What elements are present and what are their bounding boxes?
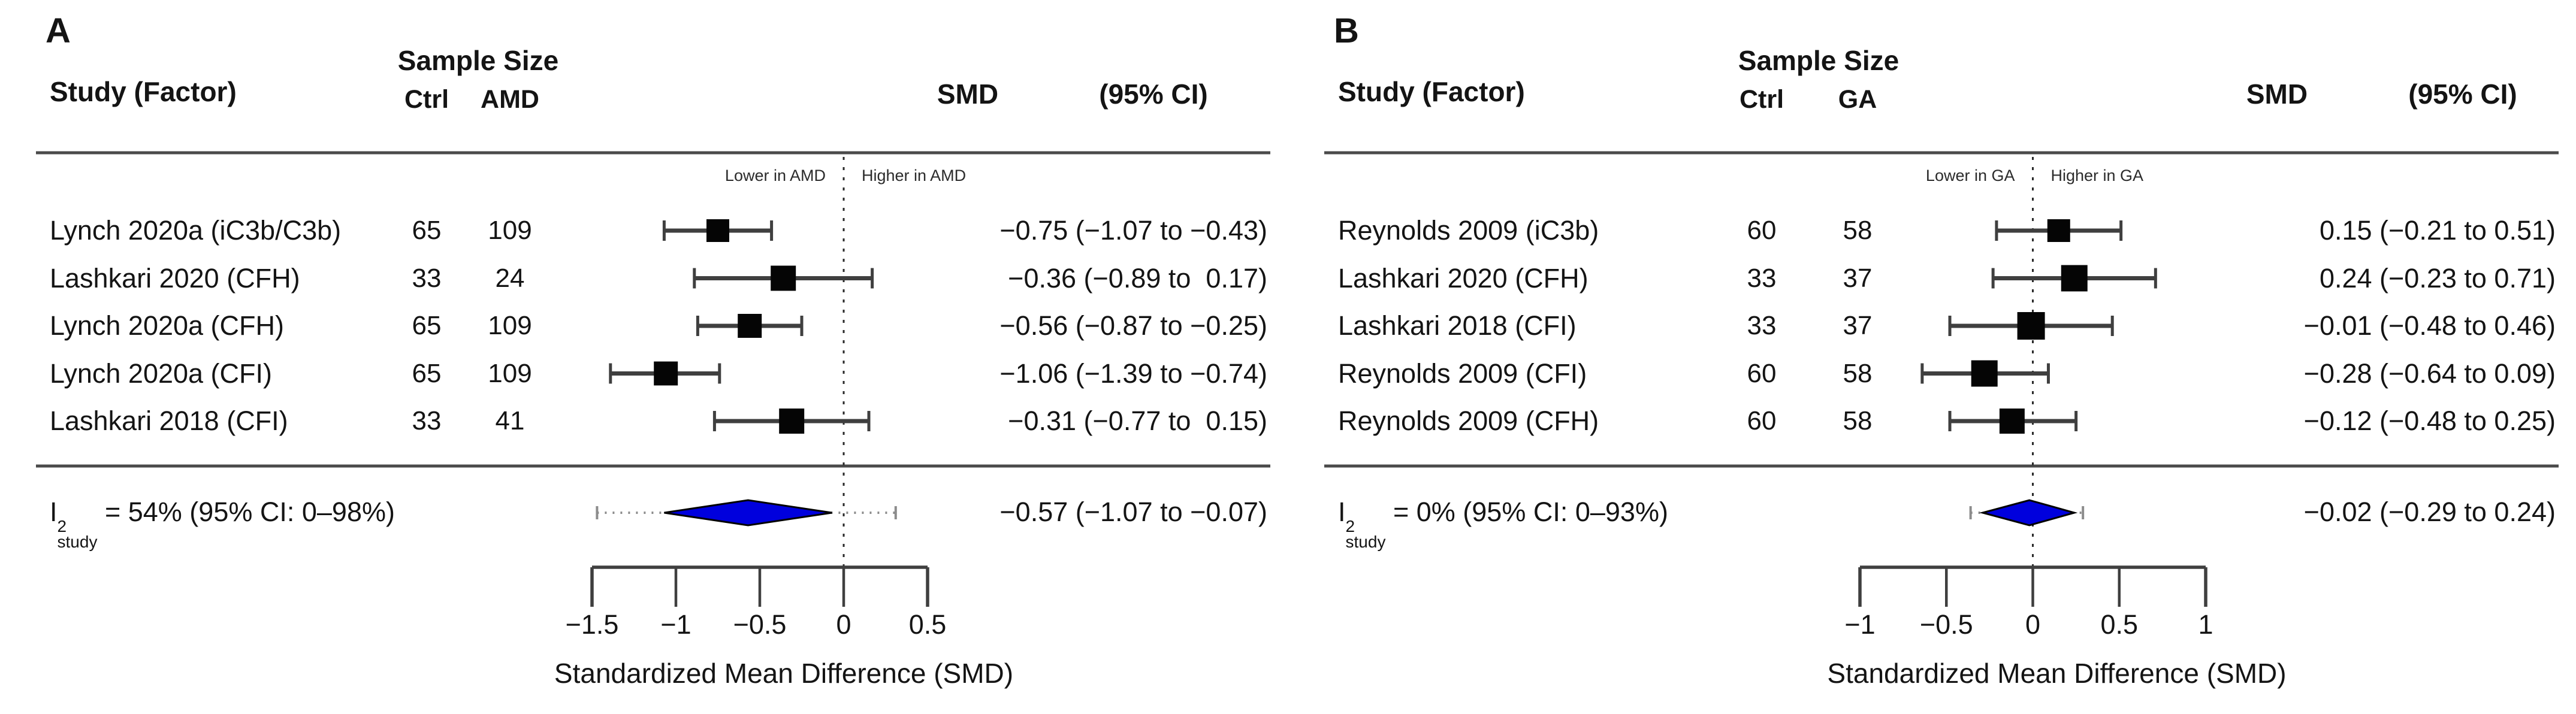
smd-ci-value: 0.24 (−0.23 to 0.71)	[2319, 262, 2556, 294]
study-label: Lynch 2020a (iC3b/C3b)	[50, 215, 342, 246]
tick-label: −0.5	[1919, 609, 1973, 640]
heterogeneity-stat: I 2 study = 54% (95% CI: 0–98%)	[50, 492, 395, 550]
smd-ci-value: −0.28 (−0.64 to 0.09)	[2303, 358, 2556, 389]
forest-square-marker	[654, 361, 678, 386]
ctrl-sample-size: 60	[1747, 358, 1777, 388]
i2-supsub: 2 study	[1345, 517, 1386, 551]
summary-smd-ci-value: −0.57 (−1.07 to −0.07)	[999, 497, 1267, 527]
i2-subscript: study	[1345, 533, 1386, 551]
ctrl-sample-size: 33	[412, 406, 442, 435]
study-label: Reynolds 2009 (CFH)	[1338, 406, 1599, 436]
study-label: Reynolds 2009 (iC3b)	[1338, 215, 1599, 246]
ci-column-header: (95% CI)	[1099, 78, 1208, 110]
group-sample-size: 37	[1843, 263, 1873, 293]
forest-square-marker	[779, 409, 805, 434]
group-sample-size: 37	[1843, 311, 1873, 340]
smd-ci-value: −0.12 (−0.48 to 0.25)	[2303, 406, 2556, 436]
ctrl-sample-size: 65	[412, 358, 442, 388]
i2-superscript: 2	[57, 517, 67, 536]
forest-square-marker	[2047, 219, 2070, 242]
smd-ci-value: −0.75 (−1.07 to −0.43)	[999, 215, 1267, 246]
sample-size-header: Sample Size	[1738, 45, 1899, 76]
smd-ci-value: −0.36 (−0.89 to 0.17)	[1008, 262, 1267, 294]
direction-label-lower: Lower in GA	[1925, 167, 2015, 184]
i2-symbol: I	[50, 497, 58, 527]
tick-label: −1	[660, 609, 691, 640]
ctrl-column-header: Ctrl	[404, 85, 449, 114]
smd-column-header: SMD	[2246, 78, 2308, 110]
study-label: Lashkari 2020 (CFH)	[50, 262, 300, 294]
direction-label-higher: Higher in GA	[2050, 167, 2144, 184]
group-sample-size: 58	[1843, 406, 1873, 435]
heterogeneity-stat: I 2 study = 0% (95% CI: 0–93%)	[1338, 492, 1668, 550]
study-label: Lynch 2020a (CFH)	[50, 310, 285, 341]
study-label: Reynolds 2009 (CFI)	[1338, 358, 1587, 389]
ctrl-sample-size: 65	[412, 216, 442, 245]
study-label: Lashkari 2020 (CFH)	[1338, 262, 1589, 294]
ctrl-sample-size: 65	[412, 311, 442, 340]
sample-size-header: Sample Size	[397, 45, 559, 76]
summary-smd-ci-value: −0.02 (−0.29 to 0.24)	[2303, 497, 2556, 527]
tick-label: 0.5	[908, 609, 947, 640]
group-column-header: AMD	[481, 85, 539, 114]
group-sample-size: 109	[488, 311, 532, 340]
ctrl-sample-size: 33	[412, 263, 442, 293]
i2-subscript: study	[57, 533, 98, 551]
forest-square-marker	[706, 219, 729, 242]
panel-b: B Study (Factor) Sample Size Ctrl GA SMD…	[1288, 0, 2576, 714]
ctrl-column-header: Ctrl	[1739, 85, 1784, 114]
group-sample-size: 41	[495, 406, 525, 435]
ctrl-sample-size: 60	[1747, 406, 1777, 435]
forest-square-marker	[1999, 409, 2025, 434]
i2-supsub: 2 study	[57, 517, 98, 551]
panel-a: A Study (Factor) Sample Size Ctrl AMD SM…	[36, 11, 1270, 689]
tick-label: −1	[1844, 609, 1876, 640]
smd-ci-value: −0.56 (−0.87 to −0.25)	[999, 310, 1267, 341]
i2-superscript: 2	[1345, 517, 1355, 536]
group-sample-size: 24	[495, 263, 525, 293]
group-sample-size: 109	[488, 358, 532, 388]
smd-column-header: SMD	[937, 78, 999, 110]
study-label: Lashkari 2018 (CFI)	[50, 406, 288, 436]
group-column-header: GA	[1838, 85, 1877, 114]
study-column-header: Study (Factor)	[50, 76, 237, 107]
direction-label-higher: Higher in AMD	[862, 167, 967, 184]
smd-ci-value: −0.01 (−0.48 to 0.46)	[2303, 310, 2556, 341]
summary-diamond	[664, 499, 832, 527]
tick-label: 0	[2025, 609, 2041, 640]
smd-ci-value: −0.31 (−0.77 to 0.15)	[1008, 406, 1267, 436]
forest-square-marker	[738, 314, 762, 338]
forest-square-marker	[2017, 312, 2045, 340]
i2-value-text: = 0% (95% CI: 0–93%)	[1385, 497, 1668, 527]
group-sample-size: 58	[1843, 216, 1873, 245]
tick-label: 0.5	[2100, 609, 2139, 640]
summary-diamond	[1979, 499, 2078, 527]
direction-label-lower: Lower in AMD	[724, 167, 826, 184]
smd-ci-value: −1.06 (−1.39 to −0.74)	[999, 358, 1267, 389]
group-sample-size: 109	[488, 216, 532, 245]
tick-label: 0	[836, 609, 851, 640]
ci-column-header: (95% CI)	[2408, 78, 2517, 110]
study-label: Lynch 2020a (CFI)	[50, 358, 273, 389]
panel-label: A	[46, 11, 71, 50]
smd-ci-value: 0.15 (−0.21 to 0.51)	[2319, 215, 2556, 246]
ctrl-sample-size: 60	[1747, 216, 1777, 245]
forest-square-marker	[771, 265, 796, 291]
ctrl-sample-size: 33	[1747, 263, 1777, 293]
panel-label: B	[1334, 11, 1359, 50]
tick-label: −1.5	[565, 609, 619, 640]
x-axis-title: Standardized Mean Difference (SMD)	[1827, 658, 2287, 689]
study-label: Lashkari 2018 (CFI)	[1338, 310, 1577, 341]
x-axis-title: Standardized Mean Difference (SMD)	[554, 658, 1014, 689]
group-sample-size: 58	[1843, 358, 1873, 388]
forest-square-marker	[1971, 360, 1998, 387]
i2-value-text: = 54% (95% CI: 0–98%)	[97, 497, 395, 527]
forest-square-marker	[2061, 265, 2088, 292]
ctrl-sample-size: 33	[1747, 311, 1777, 340]
i2-symbol: I	[1338, 497, 1346, 527]
study-column-header: Study (Factor)	[1338, 76, 1525, 107]
tick-label: −0.5	[733, 609, 787, 640]
tick-label: 1	[2198, 609, 2213, 640]
